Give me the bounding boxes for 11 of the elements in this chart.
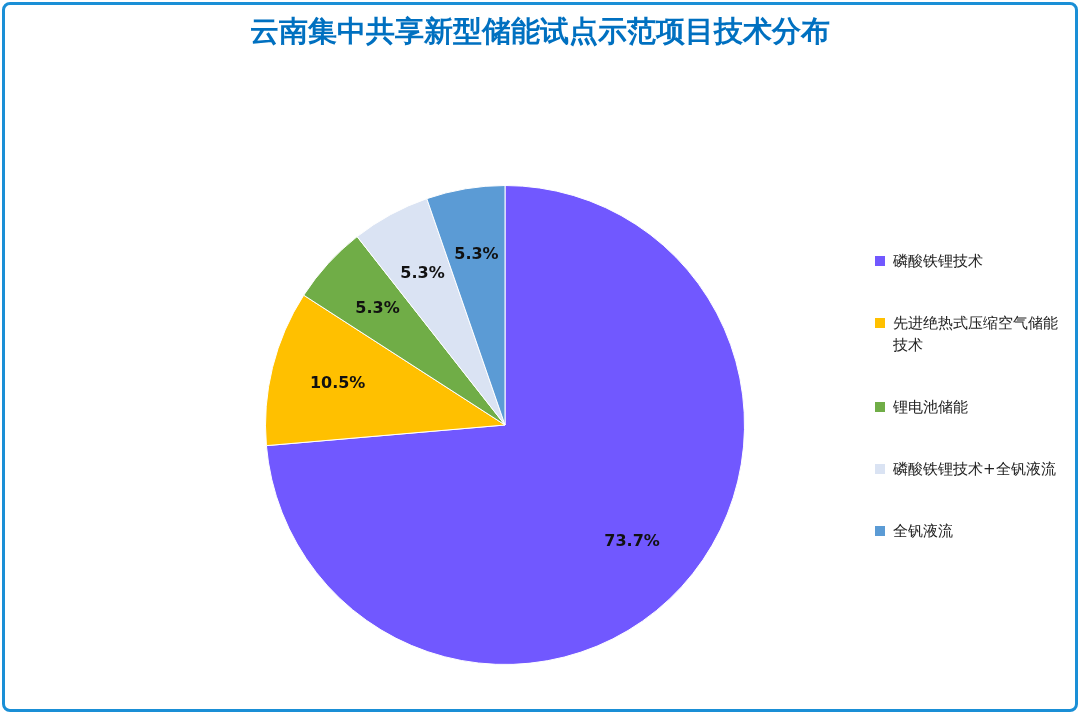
data-label: 10.5% — [309, 372, 366, 392]
legend-label: 磷酸铁锂技术 — [893, 251, 983, 272]
data-label: 5.3% — [454, 244, 499, 264]
legend-label: 磷酸铁锂技术+全钒液流 — [893, 459, 1056, 480]
legend-label: 全钒液流 — [893, 521, 953, 542]
chart-title: 云南集中共享新型储能试点示范项目技术分布 — [249, 13, 831, 50]
data-label: 5.3% — [400, 262, 445, 282]
data-label: 73.7% — [604, 530, 660, 550]
data-label: 5.3% — [355, 298, 400, 317]
legend-label: 锂电池储能 — [893, 397, 968, 418]
legend-label: 先进绝热式压缩空气储能技术 — [893, 313, 1059, 356]
